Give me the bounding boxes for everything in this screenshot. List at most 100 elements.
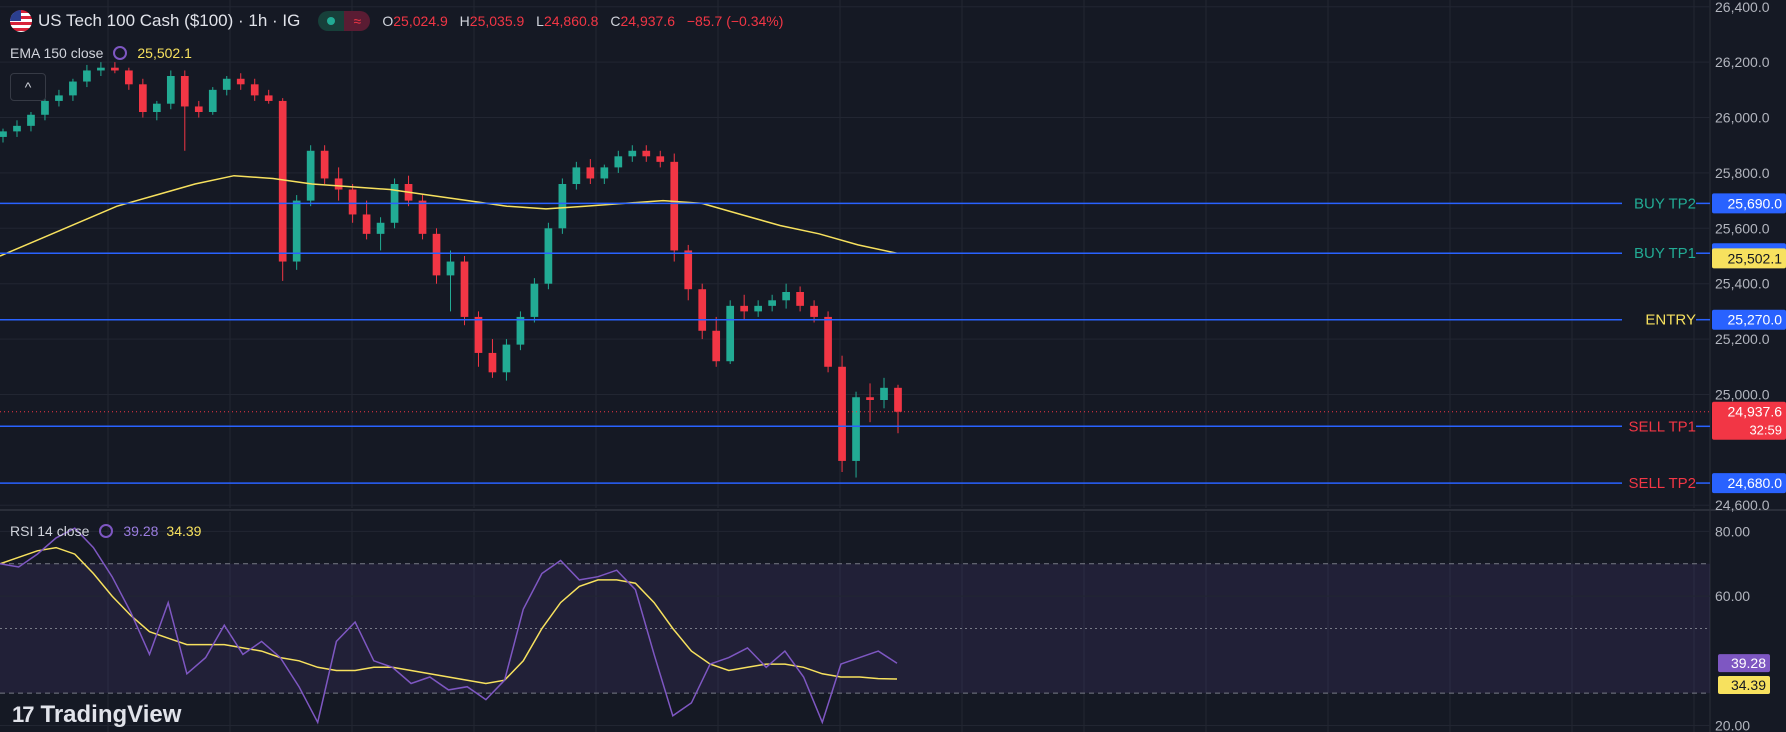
price-tick-label: 26,400.0 (1715, 0, 1770, 15)
candle-body (670, 161, 679, 251)
rsi-ma-line (0, 546, 898, 685)
candle-body (572, 167, 581, 184)
candle-body (194, 106, 203, 112)
rsi-tick-label: 20.00 (1715, 718, 1750, 732)
market-status-icon: ≈ (344, 11, 371, 31)
candle-body (292, 200, 301, 262)
symbol-header: US Tech 100 Cash ($100) · 1h · IG ≈ O25,… (10, 10, 791, 32)
price-tick-label: 25,000.0 (1715, 386, 1770, 402)
low-value: 24,860.8 (543, 13, 599, 29)
candle-body (642, 150, 651, 157)
candle-body (852, 397, 860, 461)
price-tick-label: 26,200.0 (1715, 54, 1770, 70)
price-tick-label: 25,200.0 (1715, 331, 1770, 347)
level-label: SELL TP1 (1628, 418, 1696, 435)
price-tick-label: 24,600.0 (1715, 497, 1770, 513)
rsi-value-label: 39.28 (1731, 655, 1766, 671)
rsi-legend-label: RSI 14 close (10, 523, 90, 539)
candle-body (768, 300, 776, 306)
candle-body (166, 76, 175, 104)
close-value: 24,937.6 (620, 13, 675, 29)
open-key: O (382, 13, 394, 29)
candle-body (586, 167, 595, 179)
rsi-ma-legend-value: 34.39 (166, 523, 202, 539)
ohlc-readout: O25,024.9 H25,035.9 L24,860.8 C24,937.6 … (382, 13, 791, 29)
candle-body (810, 305, 818, 317)
level-label: BUY TP2 (1634, 195, 1696, 212)
ema-legend-label: EMA 150 close (10, 45, 104, 61)
candle-body (824, 316, 832, 367)
last-price-badge (1712, 401, 1786, 440)
candle-body (726, 305, 735, 362)
candle-body (180, 76, 189, 107)
market-open-dot-icon (318, 11, 345, 31)
bar-countdown-label: 32:59 (1749, 423, 1782, 438)
candle-body (684, 250, 693, 290)
candle-body (502, 344, 511, 373)
candle-body (236, 78, 245, 85)
price-tick-label: 25,800.0 (1715, 165, 1770, 181)
candle-body (125, 70, 133, 85)
candle-body (83, 70, 91, 82)
rsi-legend-value: 39.28 (123, 523, 159, 539)
candle-body (656, 156, 665, 162)
open-value: 25,024.9 (393, 13, 448, 29)
symbol-title[interactable]: US Tech 100 Cash ($100) · 1h · IG (38, 11, 301, 30)
candle-body (376, 222, 385, 234)
candle-body (97, 67, 105, 71)
level-price-label: 24,680.0 (1728, 475, 1783, 491)
tradingview-logo[interactable]: 17 TradingView (12, 701, 181, 729)
candle-body (628, 150, 637, 157)
level-label: ENTRY (1645, 312, 1696, 329)
candle-body (838, 366, 846, 461)
collapse-legend-button[interactable]: ^ (10, 73, 46, 101)
level-price-badge (1712, 309, 1786, 330)
rsi-tick-label: 60.00 (1715, 588, 1750, 604)
candle-body (320, 150, 329, 179)
candle-body (880, 387, 888, 400)
brand-name: TradingView (40, 701, 182, 728)
ema-150-line (0, 174, 898, 257)
candle-body (69, 81, 77, 96)
candle-body (432, 233, 441, 276)
candle-body (474, 316, 483, 353)
candle-body (530, 283, 539, 317)
close-key: C (610, 13, 621, 29)
tradingview-logo-icon: 17 (12, 702, 35, 727)
candle-body (460, 261, 469, 317)
candle-body (866, 397, 874, 400)
candle-body (894, 387, 902, 412)
rsi-line (0, 527, 898, 725)
loading-spinner-icon (99, 524, 114, 538)
ema-legend[interactable]: EMA 150 close 25,502.1 (10, 45, 192, 61)
level-label: SELL TP2 (1628, 475, 1696, 492)
candle-body (138, 84, 147, 112)
rsi-legend[interactable]: RSI 14 close 39.28 34.39 (10, 523, 201, 539)
candle-body (13, 125, 21, 132)
ema-price-label: 25,502.1 (1728, 250, 1783, 266)
candle-body (600, 167, 609, 179)
candle-body (208, 89, 217, 112)
rsi-ma-value-badge (1718, 675, 1770, 694)
candle-body (614, 156, 623, 168)
price-tick-label: 25,400.0 (1715, 276, 1770, 292)
candle-body (278, 100, 287, 262)
rsi-tick-label: 80.00 (1715, 523, 1750, 539)
rsi-ma-value-label: 34.39 (1731, 677, 1766, 693)
candle-body (740, 305, 749, 312)
ema-price-badge (1712, 248, 1786, 269)
market-status-pill[interactable]: ≈ (318, 11, 371, 31)
candle-body (712, 330, 721, 362)
high-key: H (459, 13, 470, 29)
candle-body (782, 292, 790, 301)
level-price-label: 25,270.0 (1728, 312, 1783, 328)
level-price-badge (1712, 473, 1786, 494)
candle-body (796, 292, 804, 306)
candle-body (516, 316, 525, 345)
last-price-label: 24,937.6 (1728, 404, 1783, 420)
candle-body (362, 214, 371, 234)
candle-body (41, 100, 49, 115)
candle-body (558, 184, 567, 229)
